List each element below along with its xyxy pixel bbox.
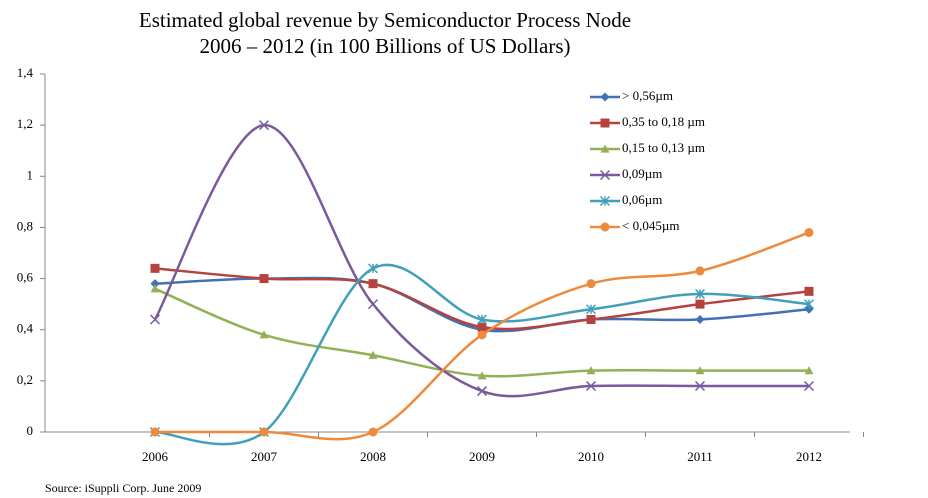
y-tick-label: 0,6 (17, 270, 34, 285)
y-tick-label: 0 (27, 423, 34, 438)
y-tick-label: 1,2 (17, 116, 33, 131)
data-point (585, 380, 597, 392)
data-point (367, 263, 379, 274)
x-tick-label: 2006 (142, 449, 169, 464)
data-point (694, 288, 706, 299)
data-point (804, 366, 814, 375)
data-point (368, 427, 378, 437)
data-point (803, 299, 815, 310)
data-point (804, 228, 814, 238)
data-point (694, 380, 706, 392)
source-note: Source: iSuppli Corp. June 2009 (45, 481, 201, 495)
data-point (149, 314, 161, 325)
data-point (150, 279, 160, 289)
legend-marker (600, 222, 610, 232)
data-point (150, 427, 160, 437)
legend-label: < 0,045µm (622, 218, 679, 233)
data-point (258, 120, 270, 131)
x-tick-label: 2009 (469, 449, 495, 464)
data-point (150, 263, 160, 273)
data-point (259, 274, 269, 284)
data-point (695, 314, 705, 324)
data-point (476, 314, 488, 325)
x-tick-label: 2012 (796, 449, 822, 464)
y-tick-label: 0,4 (17, 321, 34, 336)
y-tick-label: 1,4 (17, 65, 34, 80)
y-tick-label: 0,8 (17, 218, 33, 233)
series-line (153, 123, 809, 398)
chart-subtitle: 2006 – 2012 (in 100 Billions of US Dolla… (200, 34, 571, 58)
data-point (586, 279, 596, 289)
data-point (259, 427, 269, 437)
y-tick-label: 0,2 (17, 372, 33, 387)
legend-marker (599, 195, 611, 207)
legend-label: > 0,56µm (622, 88, 673, 103)
legend-marker (599, 169, 611, 181)
legend-label: 0,15 to 0,13 µm (622, 140, 705, 155)
data-point (259, 330, 269, 339)
x-tick-label: 2007 (251, 449, 278, 464)
data-point (368, 350, 378, 359)
x-tick-label: 2008 (360, 449, 386, 464)
x-tick-label: 2011 (687, 449, 713, 464)
series-line (154, 263, 810, 446)
data-point (803, 380, 815, 392)
legend-marker (600, 92, 610, 102)
legend-label: 0,35 to 0,18 µm (622, 114, 705, 129)
x-tick-label: 2010 (578, 449, 604, 464)
legend-marker (600, 118, 610, 128)
legend-label: 0,09µm (622, 166, 662, 181)
data-point (368, 279, 378, 289)
y-tick-label: 1 (27, 167, 34, 182)
data-point (367, 299, 379, 310)
data-point (585, 304, 597, 315)
data-point (150, 284, 160, 293)
data-point (695, 366, 705, 375)
data-point (804, 286, 814, 296)
data-point (476, 386, 488, 397)
data-point (477, 330, 487, 340)
legend-label: 0,06µm (622, 192, 662, 207)
chart-title: Estimated global revenue by Semiconducto… (139, 8, 631, 32)
data-point (586, 314, 596, 324)
legend-marker (600, 144, 610, 153)
data-point (477, 371, 487, 380)
data-point (586, 366, 596, 375)
data-point (477, 322, 487, 332)
data-point (695, 266, 705, 276)
data-point (695, 299, 705, 309)
